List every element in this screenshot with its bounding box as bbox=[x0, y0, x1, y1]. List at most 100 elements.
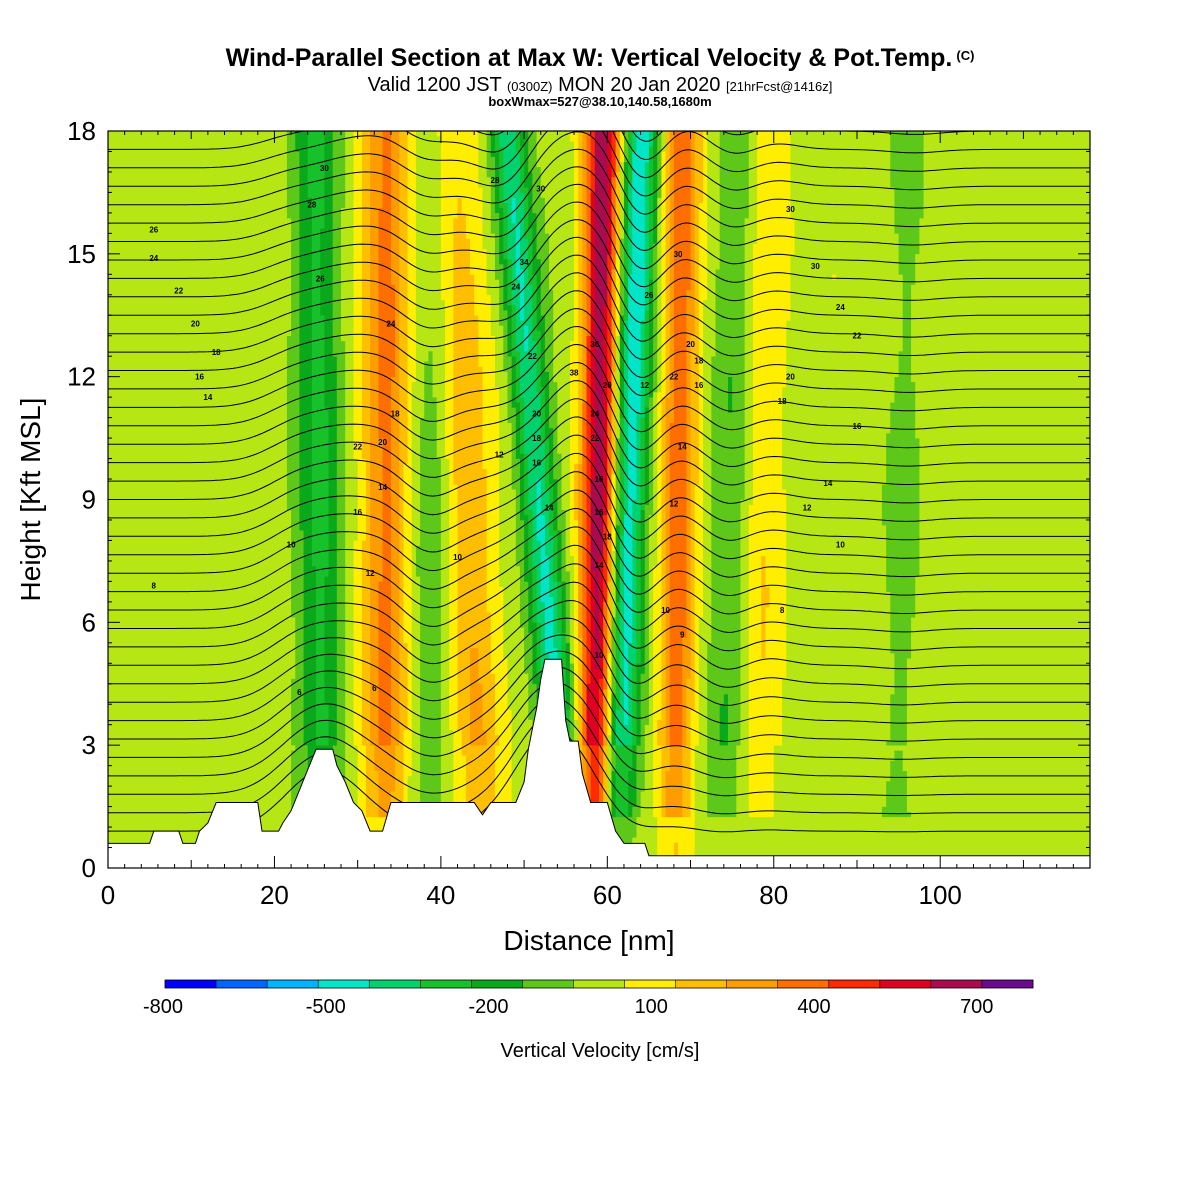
w-cell bbox=[390, 581, 400, 587]
w-cell bbox=[449, 678, 458, 685]
w-cell bbox=[682, 790, 691, 797]
w-cell bbox=[653, 488, 658, 495]
w-cell bbox=[607, 545, 612, 551]
w-cell bbox=[424, 412, 438, 418]
w-cell bbox=[694, 755, 708, 761]
w-cell bbox=[486, 468, 500, 475]
w-cell bbox=[291, 555, 304, 562]
w-cell bbox=[636, 417, 642, 424]
w-cell bbox=[549, 412, 558, 418]
w-cell bbox=[374, 765, 396, 772]
w-cell bbox=[773, 749, 895, 756]
w-cell bbox=[336, 591, 346, 598]
w-cell bbox=[694, 570, 704, 577]
w-cell bbox=[748, 755, 775, 761]
w-cell bbox=[482, 724, 496, 731]
w-cell bbox=[336, 627, 346, 633]
w-cell bbox=[607, 407, 612, 413]
w-cell bbox=[357, 478, 367, 485]
w-cell bbox=[698, 453, 704, 459]
w-cell bbox=[694, 545, 704, 551]
w-cell bbox=[532, 652, 537, 659]
w-cell bbox=[740, 514, 750, 521]
w-cell bbox=[519, 606, 529, 613]
w-cell bbox=[353, 739, 363, 746]
w-cell bbox=[623, 575, 633, 582]
w-cell bbox=[690, 790, 696, 797]
w-cell bbox=[632, 836, 658, 843]
w-cell bbox=[690, 417, 700, 424]
w-cell bbox=[582, 488, 587, 495]
w-cell bbox=[594, 662, 600, 669]
w-cell bbox=[640, 529, 646, 536]
w-cell bbox=[628, 488, 637, 495]
w-cell bbox=[457, 596, 488, 603]
w-cell bbox=[353, 422, 363, 429]
w-cell bbox=[640, 422, 646, 429]
w-cell bbox=[544, 529, 550, 536]
w-cell bbox=[586, 668, 592, 674]
w-cell bbox=[436, 437, 446, 444]
w-cell bbox=[590, 540, 604, 546]
w-cell bbox=[582, 698, 587, 705]
w-cell bbox=[553, 535, 558, 541]
w-cell bbox=[345, 627, 354, 633]
w-cell bbox=[578, 719, 583, 725]
w-cell bbox=[420, 417, 438, 424]
w-cell bbox=[578, 673, 583, 679]
w-cell bbox=[665, 412, 675, 418]
w-cell bbox=[590, 422, 596, 429]
w-cell bbox=[565, 719, 571, 725]
w-cell bbox=[370, 468, 384, 475]
w-cell bbox=[515, 555, 525, 562]
w-cell bbox=[569, 422, 579, 429]
w-cell bbox=[470, 647, 479, 654]
w-cell bbox=[628, 780, 637, 787]
w-cell bbox=[657, 458, 662, 464]
w-cell bbox=[420, 524, 442, 531]
w-cell bbox=[686, 463, 691, 470]
w-cell bbox=[108, 709, 292, 715]
w-cell bbox=[532, 668, 537, 674]
w-cell bbox=[286, 442, 300, 449]
w-cell bbox=[378, 811, 392, 818]
w-cell bbox=[703, 514, 712, 521]
w-cell bbox=[690, 709, 700, 715]
w-cell bbox=[632, 519, 637, 526]
w-cell bbox=[586, 509, 592, 516]
w-cell bbox=[519, 442, 525, 449]
w-cell bbox=[615, 519, 621, 526]
w-cell bbox=[740, 647, 750, 654]
w-cell bbox=[653, 642, 662, 649]
w-cell bbox=[311, 478, 329, 485]
w-cell bbox=[528, 560, 533, 567]
w-cell bbox=[303, 652, 317, 659]
w-cell bbox=[615, 709, 625, 715]
w-cell bbox=[574, 662, 579, 669]
w-cell bbox=[569, 412, 579, 418]
w-cell bbox=[445, 422, 454, 429]
w-cell bbox=[370, 453, 384, 459]
w-cell bbox=[536, 616, 546, 623]
w-cell bbox=[345, 555, 354, 562]
w-cell bbox=[311, 504, 329, 511]
w-cell bbox=[669, 596, 687, 603]
w-cell bbox=[470, 673, 479, 679]
w-cell bbox=[553, 606, 558, 613]
w-cell bbox=[603, 622, 608, 628]
w-cell bbox=[623, 473, 629, 480]
w-cell bbox=[549, 468, 554, 475]
w-cell bbox=[336, 427, 346, 434]
w-cell bbox=[703, 417, 712, 424]
w-cell bbox=[336, 586, 346, 592]
w-cell bbox=[557, 427, 571, 434]
w-cell bbox=[636, 422, 642, 429]
w-cell bbox=[590, 565, 600, 572]
w-cell bbox=[644, 524, 650, 531]
w-cell bbox=[565, 709, 571, 715]
w-cell bbox=[370, 514, 384, 521]
w-cell bbox=[503, 586, 521, 592]
w-cell bbox=[108, 652, 296, 659]
w-cell bbox=[586, 739, 600, 746]
w-cell bbox=[486, 483, 500, 490]
